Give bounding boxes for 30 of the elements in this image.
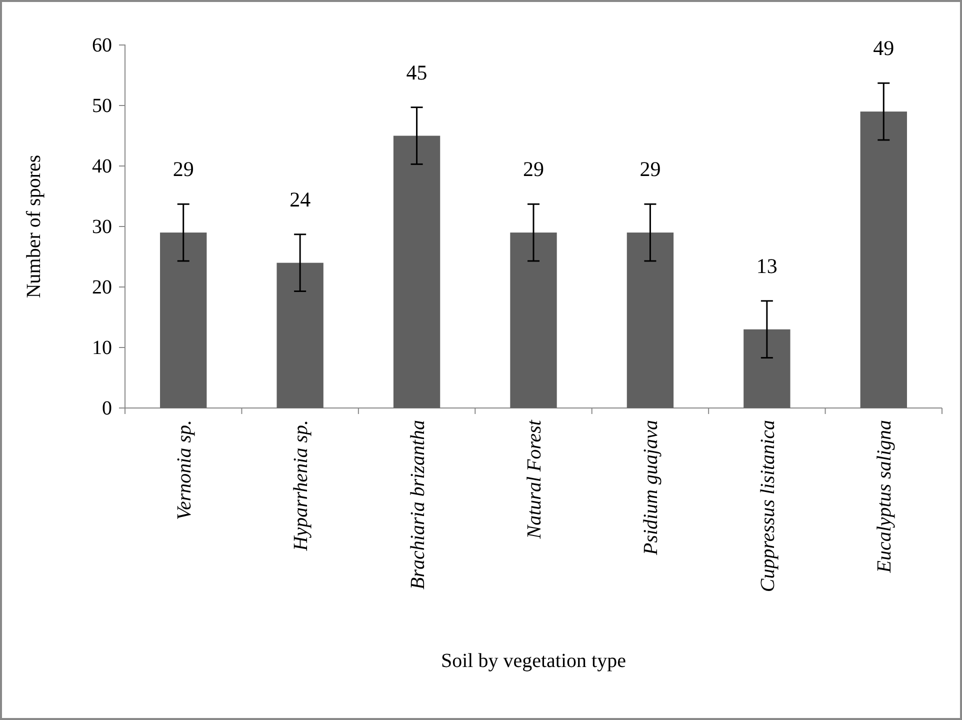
y-tick-label: 0 [102,397,112,420]
data-label: 24 [290,187,312,212]
x-tick-label: Hyparrhenia sp. [290,420,312,552]
bar [393,136,440,408]
bar [160,232,207,408]
x-tick-label: Natural Forest [524,420,546,540]
x-tick-label: Psidium guajava [640,420,662,556]
y-tick-label: 60 [92,34,112,56]
data-label: 13 [756,254,778,278]
y-tick-label: 50 [92,94,112,117]
bar [276,262,324,408]
data-label: 29 [172,157,194,182]
x-tick-label: Eucalyptus saligna [874,420,896,574]
bar [744,329,790,408]
x-axis-title: Soil by vegetation type [441,650,626,672]
bar [860,112,907,408]
bar [510,232,557,408]
x-tick-label: Brachiaria brizantha [406,420,429,590]
bar [626,232,674,408]
data-label: 29 [523,157,544,182]
data-label: 49 [873,36,894,60]
y-axis-title: Number of spores [23,154,45,298]
y-tick-label: 40 [92,155,112,178]
y-tick-label: 20 [92,276,112,298]
data-label: 45 [406,60,428,84]
x-tick-label: Cuppressus lisitanica [756,420,779,592]
x-tick-label: Vernonia sp. [173,420,196,520]
y-tick-label: 10 [92,336,112,359]
data-label: 29 [640,157,661,182]
y-tick-label: 30 [92,216,112,238]
